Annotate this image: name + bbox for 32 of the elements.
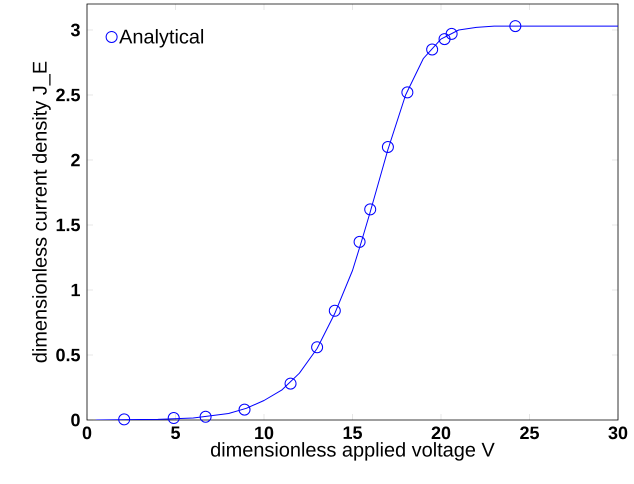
y-tick-label: 0 [71, 414, 80, 426]
point [168, 412, 180, 424]
x-tick-label: 15 [344, 426, 362, 440]
point [438, 33, 451, 46]
y-axis-title: dimensionless current density J_E [32, 62, 51, 362]
point [118, 413, 130, 426]
y-tick-label: 1.5 [56, 218, 80, 232]
point [426, 43, 438, 56]
x-tick-label: 30 [608, 426, 628, 440]
point [382, 140, 394, 153]
point [509, 20, 522, 32]
x-tick-label: 0 [82, 426, 92, 440]
point [311, 341, 324, 354]
y-tick-label: 3 [70, 24, 80, 36]
point [354, 236, 366, 248]
y-tick-label: 0.5 [56, 348, 80, 362]
point [364, 203, 376, 216]
point [446, 28, 458, 40]
legend-label: Analytical [119, 28, 204, 48]
y-tick-label: 2.5 [56, 88, 80, 102]
x-axis-title: dimensionless applied voltage V [211, 442, 495, 461]
point [200, 410, 212, 423]
point [284, 378, 297, 390]
x-tick-label: 10 [255, 426, 274, 440]
x-tick-label: 5 [171, 426, 180, 440]
x-tick-label: 25 [520, 426, 539, 440]
y-tick-label: 2 [71, 154, 80, 166]
point [238, 404, 251, 416]
x-tick-label: 20 [432, 426, 450, 440]
point [328, 304, 341, 317]
point [401, 86, 414, 98]
y-tick-label: 1 [72, 284, 80, 296]
